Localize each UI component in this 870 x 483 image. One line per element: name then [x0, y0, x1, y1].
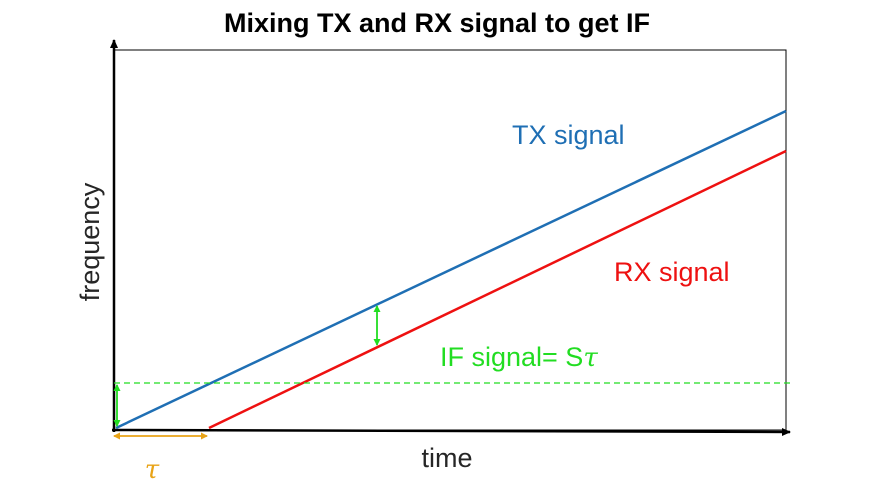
if-signal-label: IF signal= Sτ [440, 342, 598, 373]
rx-signal-label: RX signal [614, 257, 730, 287]
x-axis-arrow [111, 427, 791, 436]
tau-label: τ [145, 455, 160, 483]
x-axis-label: time [421, 443, 472, 473]
if-tau-symbol: τ [583, 343, 598, 373]
y-axis-label: frequency [75, 182, 105, 301]
plot-frame [113, 49, 787, 431]
rx-signal-line [208, 149, 787, 430]
if-signal-text: IF signal= S [440, 342, 583, 372]
tx-signal-line [115, 109, 787, 430]
tx-signal-label: TX signal [512, 120, 625, 150]
diagram-title: Mixing TX and RX signal to get IF [224, 8, 650, 38]
